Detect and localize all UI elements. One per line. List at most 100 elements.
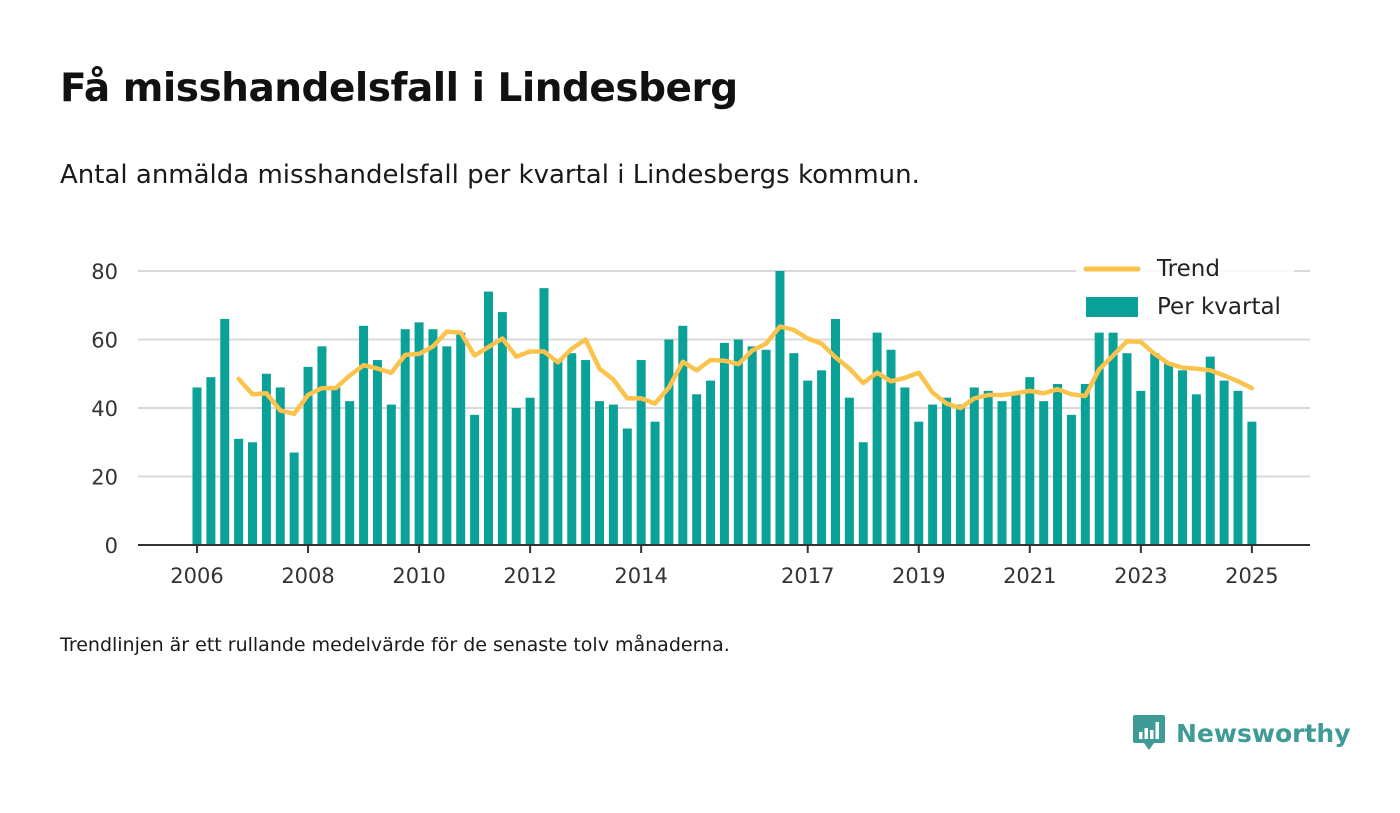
bar	[386, 404, 396, 545]
bar	[719, 342, 729, 545]
bar	[1233, 390, 1243, 545]
x-tick-label: 2006	[170, 564, 223, 588]
bar	[692, 394, 702, 545]
bar	[581, 360, 591, 545]
y-tick-label: 60	[91, 329, 118, 353]
newsworthy-logo-icon	[1133, 715, 1165, 750]
bar	[803, 380, 813, 545]
legend-bar-swatch	[1086, 297, 1138, 317]
bar	[1080, 384, 1090, 545]
bar	[914, 421, 924, 545]
bar	[678, 325, 688, 545]
bar	[1191, 394, 1201, 545]
bar	[289, 452, 299, 545]
legend: Trend Per kvartal	[1076, 252, 1294, 328]
chart-subtitle: Antal anmälda misshandelsfall per kvarta…	[60, 160, 920, 190]
bar	[789, 353, 799, 545]
x-tick-label: 2019	[892, 564, 945, 588]
y-tick-label: 40	[91, 397, 118, 421]
bar	[942, 397, 952, 545]
bar-series	[192, 271, 1257, 545]
bar	[470, 414, 480, 545]
bar	[497, 312, 507, 545]
bar	[775, 271, 785, 545]
x-tick-label: 2017	[781, 564, 834, 588]
bar	[567, 353, 577, 545]
trend-line	[236, 324, 1255, 417]
bar	[983, 390, 993, 545]
brand[interactable]: Newsworthy	[1132, 712, 1351, 754]
bar	[345, 401, 355, 545]
bar	[1066, 414, 1076, 545]
bar	[317, 346, 327, 545]
bar	[608, 404, 618, 545]
bar	[1039, 401, 1049, 545]
axes: 0 20 40 60 80 2006 2008 2010 2012 2014 2017 2019 202…	[91, 260, 1310, 588]
bar	[428, 329, 438, 545]
bar	[650, 421, 660, 545]
bar	[442, 346, 452, 545]
legend-bar-label: Per kvartal	[1157, 294, 1281, 320]
brand-name: Newsworthy	[1176, 718, 1351, 748]
bar	[1122, 353, 1132, 545]
trend-series	[236, 324, 1255, 417]
bar	[844, 397, 854, 545]
bar	[1108, 332, 1118, 545]
bar	[539, 288, 549, 545]
x-tick-label: 2014	[614, 564, 667, 588]
x-tick-label: 2021	[1003, 564, 1056, 588]
x-tick-label: 2023	[1114, 564, 1167, 588]
bar	[400, 329, 410, 545]
x-tick-label: 2012	[503, 564, 556, 588]
bar	[886, 349, 896, 545]
bar	[1219, 380, 1229, 545]
bar	[331, 387, 341, 545]
bar	[664, 339, 674, 545]
bar	[636, 360, 646, 545]
bar	[1150, 353, 1160, 545]
bar	[525, 397, 535, 545]
bar	[359, 325, 369, 545]
bar	[220, 318, 230, 545]
bar	[1247, 421, 1257, 545]
bar	[817, 370, 827, 545]
bar	[372, 360, 382, 545]
bar	[969, 387, 979, 545]
bar	[761, 349, 771, 545]
bar	[622, 428, 632, 545]
bar	[872, 332, 882, 545]
bar	[1053, 384, 1063, 545]
bar	[192, 387, 202, 545]
bar	[900, 387, 910, 545]
page-title: Få misshandelsfall i Lindesberg	[60, 66, 738, 111]
bar	[1205, 356, 1215, 545]
y-tick-label: 80	[91, 260, 118, 284]
bar	[706, 380, 716, 545]
bar	[733, 339, 743, 545]
bar	[830, 318, 840, 545]
footnote: Trendlinjen är ett rullande medelvärde f…	[60, 634, 730, 656]
bar	[1164, 363, 1174, 545]
y-tick-label: 20	[91, 466, 118, 490]
bar	[1011, 394, 1021, 545]
x-tick-label: 2025	[1225, 564, 1278, 588]
bar	[248, 442, 258, 545]
bar	[414, 322, 424, 545]
bar	[206, 377, 216, 545]
bar	[234, 438, 244, 545]
bar	[303, 366, 313, 545]
legend-trend-label: Trend	[1156, 256, 1220, 282]
bar	[275, 387, 285, 545]
bar	[511, 408, 521, 545]
bar	[595, 401, 605, 545]
bar	[928, 404, 938, 545]
bar	[483, 291, 493, 545]
bar	[747, 346, 757, 545]
bar	[997, 401, 1007, 545]
bar	[1177, 370, 1187, 545]
bar	[456, 332, 466, 545]
bar	[1094, 332, 1104, 545]
x-tick-label: 2008	[281, 564, 334, 588]
bar	[858, 442, 868, 545]
